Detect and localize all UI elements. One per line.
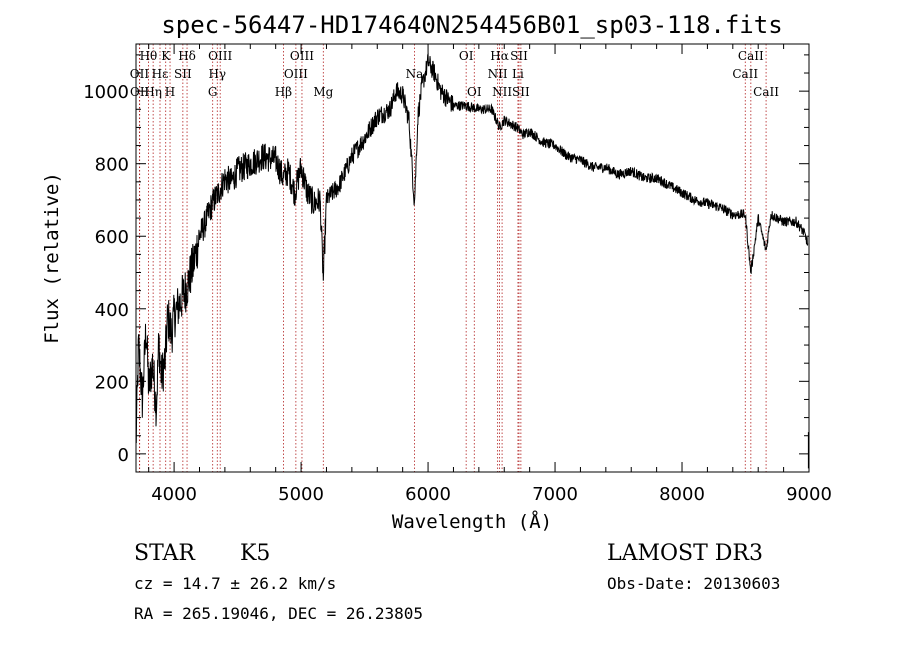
line-marker-label-13: OIII bbox=[284, 67, 308, 81]
line-marker-label-15: Mg bbox=[313, 85, 333, 99]
y-axis: 0 200 400 600 800 1000 bbox=[83, 54, 809, 466]
line-marker-label-22: Li bbox=[512, 67, 524, 81]
line-marker-label-9: G bbox=[208, 85, 218, 99]
survey-name: LAMOST DR3 bbox=[607, 541, 763, 566]
line-marker-label-16: Na bbox=[406, 67, 424, 81]
line-marker-label-6: H bbox=[165, 85, 175, 99]
line-marker-label-25: CaII bbox=[732, 67, 758, 81]
x-axis: 4000 5000 6000 7000 8000 9000 bbox=[148, 44, 832, 505]
line-marker-label-23: SII bbox=[510, 49, 528, 63]
spectrum-series-line bbox=[135, 53, 809, 469]
y-axis-label: Flux (relative) bbox=[41, 172, 63, 344]
chart-title: spec-56447-HD174640N254456B01_sp03-118.f… bbox=[161, 11, 782, 39]
line-marker-label-10: Hγ bbox=[208, 67, 226, 81]
x-tick-label: 9000 bbox=[786, 484, 832, 505]
line-marker-label-21: NII bbox=[492, 85, 512, 99]
spectral-line-labels: HθOIIOIIHηHεKHSIIHδGHγOIIIHβOIIIOIIIMgNa… bbox=[130, 49, 779, 99]
line-marker-label-5: K bbox=[161, 49, 171, 63]
line-marker-label-20: Hα bbox=[490, 49, 509, 63]
line-marker-label-1: OII bbox=[130, 67, 150, 81]
object-class: STAR bbox=[134, 541, 196, 566]
line-marker-label-26: CaII bbox=[738, 49, 764, 63]
line-marker-label-12: Hβ bbox=[275, 85, 292, 99]
line-marker-label-27: CaII bbox=[753, 85, 779, 99]
y-tick-label: 800 bbox=[95, 155, 129, 176]
line-marker-label-8: Hδ bbox=[178, 49, 196, 63]
y-tick-label: 200 bbox=[95, 372, 129, 393]
x-tick-label: 7000 bbox=[532, 484, 578, 505]
line-marker-label-18: OI bbox=[467, 85, 482, 99]
y-tick-label: 1000 bbox=[83, 82, 129, 103]
line-marker-label-0: Hθ bbox=[140, 49, 158, 63]
line-marker-label-14: OIII bbox=[290, 49, 314, 63]
plot-frame bbox=[135, 43, 810, 473]
object-subclass: K5 bbox=[240, 541, 270, 566]
redshift-value: cz = 14.7 ± 26.2 km/s bbox=[134, 574, 336, 593]
coordinates: RA = 265.19046, DEC = 26.23805 bbox=[134, 604, 423, 623]
x-tick-label: 4000 bbox=[151, 484, 197, 505]
line-marker-label-11: OIII bbox=[208, 49, 232, 63]
line-marker-label-3: Hη bbox=[144, 85, 162, 99]
x-tick-label: 8000 bbox=[659, 484, 705, 505]
y-tick-label: 400 bbox=[95, 300, 129, 321]
x-tick-label: 6000 bbox=[405, 484, 451, 505]
line-marker-label-19: NII bbox=[488, 67, 508, 81]
observation-date: Obs-Date: 20130603 bbox=[607, 574, 780, 593]
line-marker-label-17: OI bbox=[459, 49, 474, 63]
line-marker-label-24: SII bbox=[512, 85, 530, 99]
line-marker-label-7: SII bbox=[174, 67, 192, 81]
spectral-line-markers bbox=[139, 44, 767, 472]
y-tick-label: 600 bbox=[95, 227, 129, 248]
line-marker-label-2: OII bbox=[130, 85, 150, 99]
x-tick-label: 5000 bbox=[278, 484, 324, 505]
line-marker-label-4: Hε bbox=[152, 67, 169, 81]
x-axis-label: Wavelength (Å) bbox=[392, 510, 552, 533]
y-tick-label: 0 bbox=[118, 445, 129, 466]
